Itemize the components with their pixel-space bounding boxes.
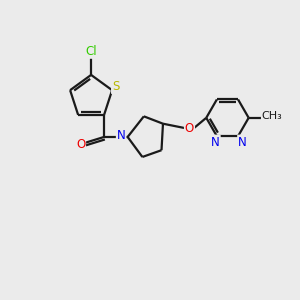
Text: N: N (117, 129, 125, 142)
Text: O: O (76, 138, 85, 151)
Text: O: O (185, 122, 194, 135)
Text: Cl: Cl (85, 45, 97, 58)
Text: N: N (211, 136, 220, 148)
Text: CH₃: CH₃ (262, 111, 283, 121)
Text: N: N (238, 136, 247, 148)
Text: S: S (112, 80, 119, 93)
